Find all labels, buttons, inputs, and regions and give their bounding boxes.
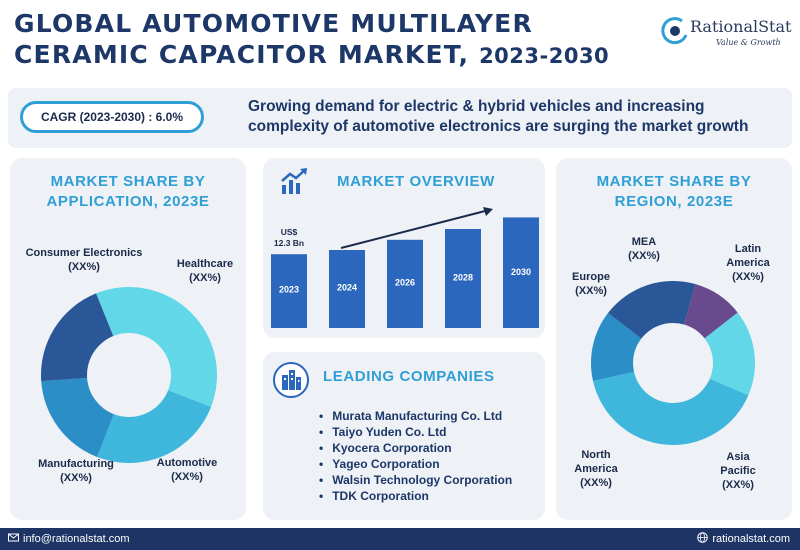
- company-item: Murata Manufacturing Co. Ltd: [319, 408, 512, 424]
- label-manufacturing-value: (XX%): [60, 472, 92, 484]
- slice-healthcare: [97, 390, 212, 463]
- title-line-2: CERAMIC CAPACITOR MARKET, 2023-2030: [14, 39, 634, 72]
- application-heading-line-1: MARKET SHARE BY: [50, 173, 206, 190]
- buildings-icon: [273, 362, 309, 398]
- trend-arrow-line: [340, 209, 490, 249]
- label-latin-america-name: Latin America: [726, 243, 770, 269]
- rationalstat-logo-icon: [661, 17, 688, 45]
- label-consumer-electronics: Consumer Electronics (XX%): [18, 246, 150, 274]
- footer-website-text[interactable]: rationalstat.com: [712, 533, 790, 545]
- label-latin-america: Latin America (XX%): [714, 242, 782, 284]
- label-healthcare-name: Healthcare: [176, 258, 234, 270]
- region-heading-line-1: MARKET SHARE BY: [596, 173, 752, 190]
- application-heading-line-2: APPLICATION, 2023E: [46, 193, 210, 210]
- summary-banner: CAGR (2023-2030) : 6.0% Growing demand f…: [8, 88, 792, 148]
- company-item: TDK Corporation: [319, 488, 512, 504]
- region-heading-line-2: REGION, 2023E: [614, 193, 734, 210]
- label-automotive-name: Automotive: [156, 457, 218, 469]
- label-latin-america-value: (XX%): [732, 271, 764, 283]
- company-item: Kyocera Corporation: [319, 440, 512, 456]
- title-line-1: GLOBAL AUTOMOTIVE MULTILAYER: [14, 9, 533, 38]
- label-asia-pacific: Asia Pacific (XX%): [706, 450, 770, 492]
- logo-tagline: Value & Growth: [716, 38, 781, 47]
- label-mea-name: MEA: [631, 236, 657, 248]
- company-list: Murata Manufacturing Co. LtdTaiyo Yuden …: [319, 408, 512, 504]
- slice-asia-pacific: [593, 371, 749, 445]
- bar-2024: [329, 250, 365, 328]
- label-north-america: North America (XX%): [562, 448, 630, 490]
- label-consumer-electronics-name: Consumer Electronics: [25, 247, 143, 259]
- company-item: Taiyo Yuden Co. Ltd: [319, 424, 512, 440]
- region-panel-heading: MARKET SHARE BY REGION, 2023E: [556, 172, 792, 212]
- bar-2026: [387, 239, 423, 328]
- market-size-bar-chart: 2023 US$12.3 Bn 2024 2026 2028 2030: [271, 207, 539, 328]
- footer-bar: info@rationalstat.com rationalstat.com: [0, 528, 800, 550]
- label-automotive-value: (XX%): [171, 471, 203, 483]
- slice-mea: [684, 284, 738, 339]
- region-donut-chart: [591, 281, 755, 445]
- bar-2023: [271, 254, 307, 328]
- value-label-currency: US$: [281, 227, 298, 237]
- label-manufacturing: Manufacturing (XX%): [30, 457, 122, 485]
- slice-consumer-electronics: [96, 287, 217, 407]
- companies-heading: LEADING COMPANIES: [323, 368, 495, 385]
- value-label-amount: 12.3 Bn: [274, 238, 304, 248]
- slice-north-america: [591, 312, 642, 382]
- label-healthcare: Healthcare (XX%): [168, 257, 242, 285]
- slice-manufacturing: [41, 293, 114, 382]
- company-item: Walsin Technology Corporation: [319, 472, 512, 488]
- application-donut-chart: [41, 287, 217, 463]
- label-asia-pacific-value: (XX%): [722, 479, 754, 491]
- label-healthcare-value: (XX%): [189, 272, 221, 284]
- footer-email[interactable]: info@rationalstat.com: [8, 532, 130, 545]
- label-manufacturing-name: Manufacturing: [38, 458, 114, 470]
- bar-2030: [503, 217, 539, 328]
- bar-label-2026: 2026: [395, 278, 415, 288]
- leading-companies-panel: LEADING COMPANIES Murata Manufacturing C…: [263, 352, 545, 520]
- mail-icon: [8, 533, 19, 542]
- title-text: CERAMIC CAPACITOR MARKET,: [14, 40, 470, 69]
- label-europe: Europe (XX%): [564, 270, 618, 298]
- title-year: 2023-2030: [479, 44, 610, 68]
- overview-heading: MARKET OVERVIEW: [337, 173, 495, 190]
- company-item: Yageo Corporation: [319, 456, 512, 472]
- slice-europe: [608, 281, 696, 339]
- logo-name: RationalStat: [690, 17, 792, 36]
- bar-2028: [445, 229, 481, 328]
- bar-label-2023: 2023: [279, 285, 299, 295]
- brand-logo: RationalStat Value & Growth: [660, 14, 792, 54]
- application-share-panel: MARKET SHARE BY APPLICATION, 2023E Consu…: [10, 158, 246, 520]
- label-europe-name: Europe: [572, 271, 610, 283]
- slice-latin-america: [704, 312, 755, 396]
- label-north-america-value: (XX%): [580, 477, 612, 489]
- growth-headline: Growing demand for electric & hybrid veh…: [248, 98, 749, 135]
- globe-icon: [697, 532, 709, 543]
- label-consumer-electronics-value: (XX%): [68, 261, 100, 273]
- label-europe-value: (XX%): [575, 285, 607, 297]
- cagr-badge: CAGR (2023-2030) : 6.0%: [20, 101, 204, 133]
- label-asia-pacific-name: Asia Pacific: [720, 451, 756, 477]
- footer-email-text[interactable]: info@rationalstat.com: [23, 533, 130, 545]
- label-mea-value: (XX%): [628, 250, 660, 262]
- bar-label-2024: 2024: [337, 283, 357, 293]
- bar-label-2030: 2030: [511, 267, 531, 277]
- bar-label-2028: 2028: [453, 272, 473, 282]
- trend-arrow-head: [483, 207, 493, 216]
- application-panel-heading: MARKET SHARE BY APPLICATION, 2023E: [10, 172, 246, 212]
- region-share-panel: MARKET SHARE BY REGION, 2023E MEA (XX%) …: [556, 158, 792, 520]
- label-automotive: Automotive (XX%): [150, 456, 224, 484]
- footer-website[interactable]: rationalstat.com: [697, 532, 790, 545]
- page-title: GLOBAL AUTOMOTIVE MULTILAYER CERAMIC CAP…: [14, 8, 634, 72]
- label-mea: MEA (XX%): [622, 235, 666, 263]
- slice-automotive: [41, 377, 114, 458]
- label-north-america-name: North America: [574, 449, 618, 475]
- growth-chart-icon: [281, 168, 307, 194]
